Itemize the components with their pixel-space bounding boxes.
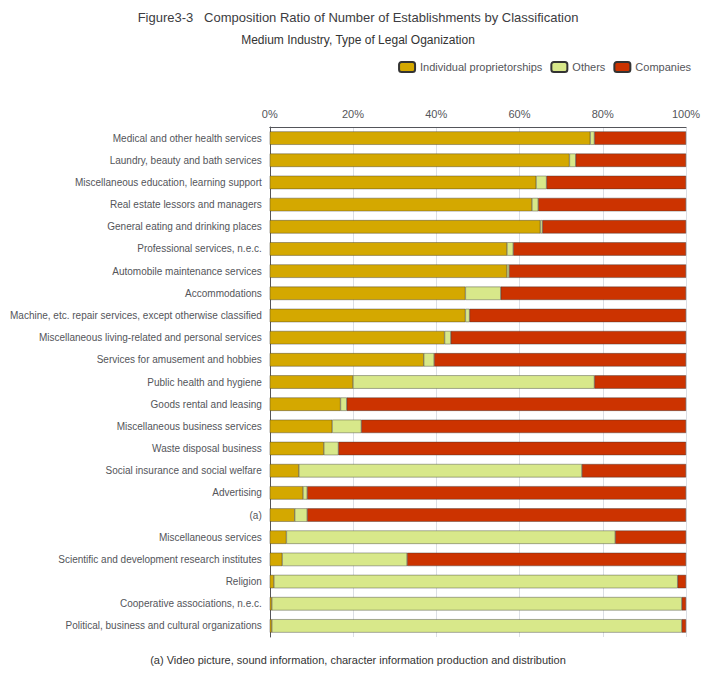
svg-text:Companies: Companies (635, 61, 691, 73)
svg-text:Miscellaneous living-related a: Miscellaneous living-related and persona… (39, 332, 262, 343)
svg-text:Political, business and cultur: Political, business and cultural organiz… (66, 620, 262, 631)
svg-text:80%: 80% (592, 108, 614, 120)
svg-text:60%: 60% (508, 108, 530, 120)
svg-text:(a): (a) (250, 510, 262, 521)
svg-text:Advertising: Advertising (212, 487, 261, 498)
svg-text:Individual proprietorships: Individual proprietorships (420, 61, 543, 73)
svg-text:(a) Video picture, sound infor: (a) Video picture, sound information, ch… (150, 654, 566, 666)
svg-text:Miscellaneous services: Miscellaneous services (159, 532, 262, 543)
svg-text:Goods rental and leasing: Goods rental and leasing (151, 399, 262, 410)
svg-text:Cooperative associations, n.e.: Cooperative associations, n.e.c. (120, 598, 262, 609)
svg-text:Religion: Religion (226, 576, 262, 587)
svg-text:Miscellaneous education, learn: Miscellaneous education, learning suppor… (75, 177, 262, 188)
svg-text:100%: 100% (672, 108, 700, 120)
svg-text:Machine, etc. repair services,: Machine, etc. repair services, except ot… (10, 310, 262, 321)
svg-text:Real estate lessors and manage: Real estate lessors and managers (110, 199, 262, 210)
svg-text:Accommodations: Accommodations (185, 288, 262, 299)
svg-text:20%: 20% (342, 108, 364, 120)
svg-text:Scientific and development res: Scientific and development research inst… (58, 554, 261, 565)
svg-text:Professional services, n.e.c.: Professional services, n.e.c. (137, 243, 262, 254)
svg-text:0%: 0% (262, 108, 278, 120)
svg-text:Medium Industry, Type of Legal: Medium Industry, Type of Legal Oganizati… (241, 33, 475, 47)
svg-text:Public health and hygiene: Public health and hygiene (147, 377, 262, 388)
svg-text:Medical and other health servi: Medical and other health services (113, 133, 262, 144)
svg-text:Automobile maintenance service: Automobile maintenance services (112, 266, 262, 277)
svg-text:General eating and drinking pl: General eating and drinking places (107, 221, 262, 232)
svg-text:Waste disposal business: Waste disposal business (152, 443, 262, 454)
svg-text:Others: Others (572, 61, 606, 73)
svg-text:Social insurance and social we: Social insurance and social welfare (106, 465, 263, 476)
svg-text:Miscellaneous business service: Miscellaneous business services (117, 421, 262, 432)
svg-text:Services for amusement and hob: Services for amusement and hobbies (97, 354, 262, 365)
svg-text:40%: 40% (425, 108, 447, 120)
svg-text:Laundry, beauty and bath servi: Laundry, beauty and bath services (110, 155, 262, 166)
svg-text:Figure3-3 Composition Ratio: Figure3-3 Composition Ratio of Number of… (138, 10, 579, 25)
